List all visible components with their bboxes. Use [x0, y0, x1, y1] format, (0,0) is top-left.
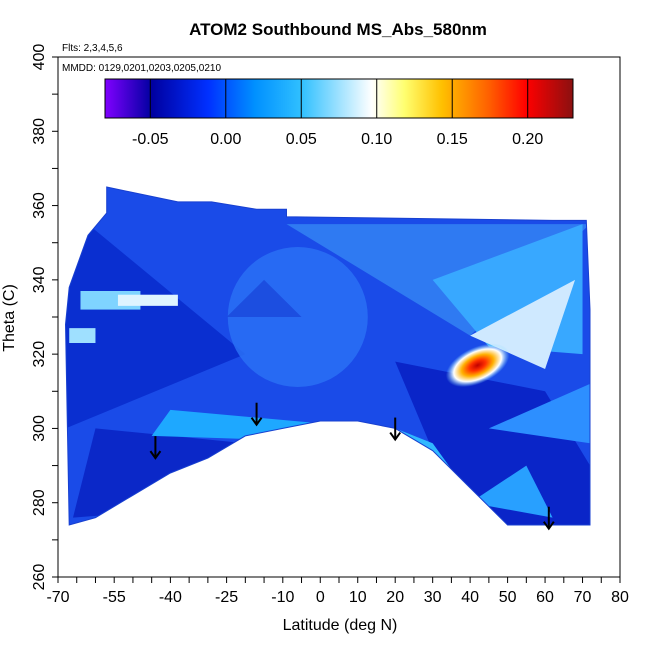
- marker-arrow-head: [250, 417, 263, 427]
- y-tick-label: 280: [31, 489, 48, 516]
- x-axis: -70 -55 -40 -25 -10 0 10 20 30 40 50 60 70 80: [46, 577, 629, 606]
- x-tick-label: 10: [349, 589, 367, 606]
- enhancement-peak: [445, 343, 510, 388]
- x-tick-label: 20: [386, 589, 404, 606]
- subtitle-dates: MMDD: 0129,0201,0203,0205,0210: [62, 63, 221, 74]
- y-tick-label: 360: [31, 192, 48, 219]
- y-tick-label: 380: [31, 118, 48, 145]
- y-tick-label: 300: [31, 415, 48, 442]
- x-tick-label: -55: [103, 589, 126, 606]
- profile-markers: [149, 402, 555, 531]
- field-band: [72, 428, 246, 518]
- marker-arrow-head: [542, 521, 555, 531]
- x-tick-label: 30: [424, 589, 442, 606]
- colorbar-tick-label: 0.00: [210, 131, 241, 148]
- x-tick-label: 40: [461, 589, 479, 606]
- x-tick-label: 0: [316, 589, 325, 606]
- x-tick-label: 50: [499, 589, 517, 606]
- x-tick-label: -70: [46, 589, 69, 606]
- marker-arrow-head: [149, 450, 162, 460]
- colorbar-gradient: [104, 78, 574, 119]
- y-tick-label: 340: [31, 266, 48, 293]
- x-tick-label: 70: [574, 589, 592, 606]
- x-tick-label: 60: [536, 589, 554, 606]
- field-highlight: [117, 294, 178, 306]
- field-band: [226, 279, 302, 317]
- field-band: [488, 383, 590, 444]
- colorbar-tick-label: 0.15: [437, 131, 468, 148]
- field-band: [395, 361, 590, 525]
- field-highlight: [69, 328, 96, 343]
- x-tick-label: -10: [271, 589, 294, 606]
- heatmap-field: [65, 187, 590, 525]
- subtitle-flights: Flts: 2,3,4,5,6: [62, 43, 123, 54]
- chart-title: ATOM2 Southbound MS_Abs_580nm: [189, 20, 487, 39]
- y-axis: 260 280 300 320 340 360 380 400: [31, 44, 58, 591]
- y-axis-label: Theta (C): [1, 284, 18, 352]
- colorbar-tick-label: 0.20: [512, 131, 543, 148]
- x-axis-label: Latitude (deg N): [283, 617, 398, 634]
- y-tick-label: 320: [31, 341, 48, 368]
- x-tick-label: -25: [215, 589, 238, 606]
- colorbar-tick-label: -0.05: [132, 131, 169, 148]
- y-tick-label: 400: [31, 44, 48, 71]
- y-tick-label: 260: [31, 564, 48, 591]
- x-tick-label: -40: [159, 589, 182, 606]
- colorbar-tick-label: 0.05: [286, 131, 317, 148]
- x-tick-label: 80: [611, 589, 629, 606]
- colorbar-tick-label: 0.10: [361, 131, 392, 148]
- field-band: [65, 205, 246, 429]
- marker-arrow-head: [389, 431, 402, 442]
- colorbar: -0.05 0.00 0.05 0.10 0.15 0.20: [104, 78, 574, 148]
- field-band: [470, 465, 553, 518]
